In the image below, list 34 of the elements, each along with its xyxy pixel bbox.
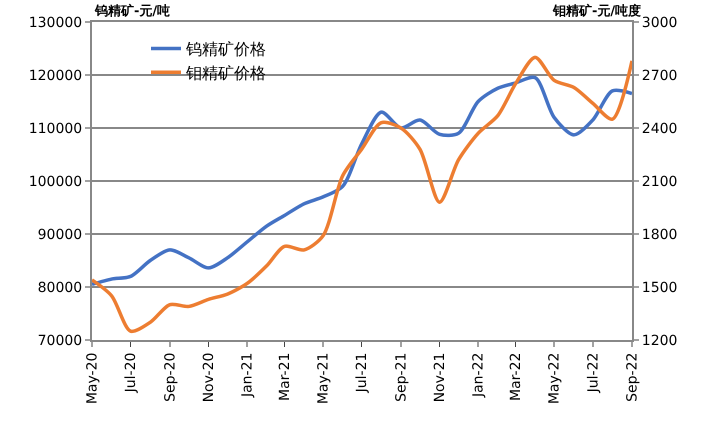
x-tick-label: Jul-20 xyxy=(123,352,140,394)
x-tick-label: Jan-21 xyxy=(240,352,256,398)
y2-tick-label: 1500 xyxy=(642,280,678,296)
y-tick-label: 130000 xyxy=(28,14,82,31)
x-tick-label: Sep-22 xyxy=(624,352,641,402)
legend-label: 钼精矿价格 xyxy=(185,63,266,82)
y2-tick-label: 2400 xyxy=(642,120,678,137)
y2-axis-title: 钼精矿-元/吨度 xyxy=(552,3,642,19)
y-tick-label: 100000 xyxy=(28,174,82,190)
x-tick-label: Nov-20 xyxy=(201,352,218,402)
y2-tick-label: 1200 xyxy=(642,332,678,349)
y-tick-label: 70000 xyxy=(38,332,82,349)
x-tick-label: May-20 xyxy=(84,352,101,404)
x-tick-label: May-21 xyxy=(316,352,332,404)
x-tick-label: Mar-22 xyxy=(508,352,524,401)
x-tick-label: Nov-21 xyxy=(432,352,448,402)
y2-tick-label: 3000 xyxy=(642,14,678,31)
y-tick-label: 90000 xyxy=(38,226,82,243)
line-series xyxy=(92,56,632,333)
y-tick-label: 120000 xyxy=(28,68,82,84)
y2-tick-label: 1800 xyxy=(642,226,678,243)
x-tick-label: Jan-22 xyxy=(470,352,487,398)
x-tick-label: Mar-21 xyxy=(277,352,293,401)
x-tick-label: Sep-21 xyxy=(393,352,410,402)
y-tick-label: 80000 xyxy=(38,280,82,296)
x-tick-label: Jul-21 xyxy=(354,352,370,394)
y2-tick-label: 2700 xyxy=(642,68,678,84)
x-tick-label: Jul-22 xyxy=(585,352,602,394)
legend-label: 钨精矿价格 xyxy=(185,40,266,59)
x-tick-label: May-22 xyxy=(546,352,563,404)
y-tick-label: 110000 xyxy=(28,120,82,137)
y2-tick-label: 2100 xyxy=(642,174,678,190)
x-tick-label: Sep-20 xyxy=(162,352,178,402)
y-axis-title: 钨精矿-元/吨 xyxy=(94,3,170,19)
